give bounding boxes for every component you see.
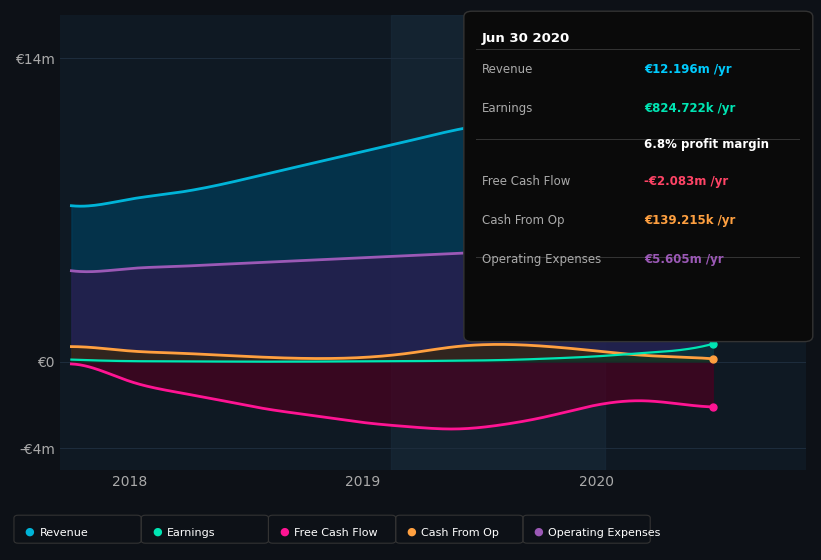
Text: 6.8% profit margin: 6.8% profit margin bbox=[644, 138, 769, 151]
Text: Operating Expenses: Operating Expenses bbox=[482, 253, 601, 266]
Text: -€2.083m /yr: -€2.083m /yr bbox=[644, 175, 729, 188]
Text: €5.605m /yr: €5.605m /yr bbox=[644, 253, 724, 266]
Text: Free Cash Flow: Free Cash Flow bbox=[294, 528, 378, 538]
Text: Operating Expenses: Operating Expenses bbox=[548, 528, 661, 538]
Bar bbox=[391, 15, 605, 470]
Text: Earnings: Earnings bbox=[482, 102, 534, 115]
Text: Jun 30 2020: Jun 30 2020 bbox=[482, 32, 570, 45]
Text: ●: ● bbox=[25, 527, 34, 537]
Text: €139.215k /yr: €139.215k /yr bbox=[644, 214, 736, 227]
Text: Revenue: Revenue bbox=[39, 528, 88, 538]
Text: €12.196m /yr: €12.196m /yr bbox=[644, 63, 732, 76]
Text: Earnings: Earnings bbox=[167, 528, 215, 538]
Text: Cash From Op: Cash From Op bbox=[482, 214, 564, 227]
Text: €824.722k /yr: €824.722k /yr bbox=[644, 102, 736, 115]
Text: ●: ● bbox=[534, 527, 544, 537]
Text: ●: ● bbox=[279, 527, 289, 537]
Text: ●: ● bbox=[406, 527, 416, 537]
Text: ●: ● bbox=[152, 527, 162, 537]
Text: Free Cash Flow: Free Cash Flow bbox=[482, 175, 571, 188]
Text: Revenue: Revenue bbox=[482, 63, 534, 76]
Text: Cash From Op: Cash From Op bbox=[421, 528, 499, 538]
